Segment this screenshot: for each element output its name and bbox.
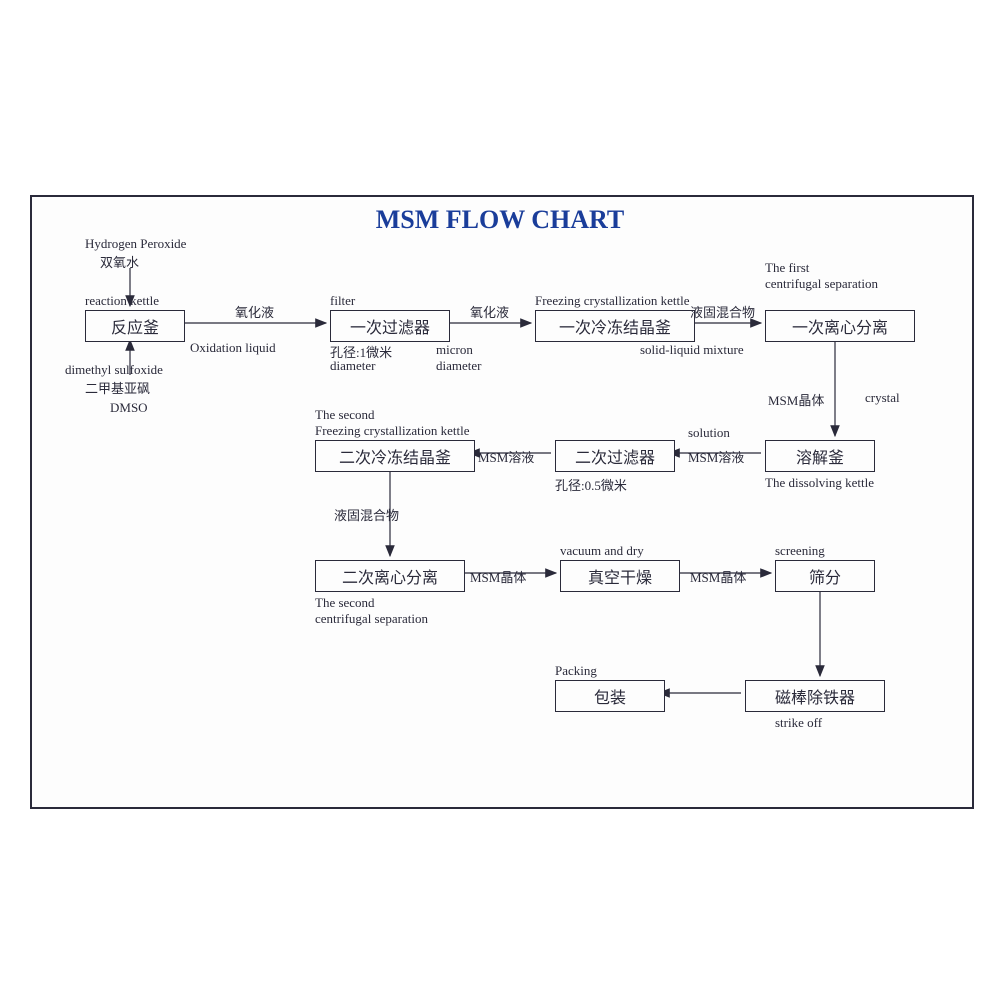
free-label: MSM晶体 [690, 567, 746, 586]
free-label: MSM晶体 [470, 567, 526, 586]
node-n1: 反应釜 [85, 310, 185, 342]
node-n2: 一次过滤器 [330, 310, 450, 342]
node-sublabel1: strike off [775, 715, 822, 731]
node-n11: 磁棒除铁器 [745, 680, 885, 712]
node-label-above: The first [765, 260, 809, 276]
free-label: DMSO [110, 400, 148, 416]
node-label-above: Freezing crystallization kettle [535, 293, 690, 309]
node-label-above: Packing [555, 663, 597, 679]
free-label: micron [436, 342, 473, 358]
node-n5: 溶解釜 [765, 440, 875, 472]
node-n10: 筛分 [775, 560, 875, 592]
node-label-above: The second [315, 407, 375, 423]
node-label-above: filter [330, 293, 355, 309]
free-label: Oxidation liquid [190, 340, 276, 356]
node-sublabel1: The second [315, 595, 375, 611]
node-n6: 二次过滤器 [555, 440, 675, 472]
node-n3: 一次冷冻结晶釜 [535, 310, 695, 342]
node-sublabel2: diameter [330, 358, 375, 374]
free-label: MSM溶液 [478, 447, 534, 466]
free-label: Hydrogen Peroxide [85, 236, 186, 252]
free-label: crystal [865, 390, 900, 406]
free-label: dimethyl sulfoxide [65, 362, 163, 378]
free-label: 液固混合物 [690, 302, 755, 321]
free-label: 液固混合物 [334, 505, 399, 524]
node-n12: 包装 [555, 680, 665, 712]
node-sublabel1: 孔径:0.5微米 [555, 475, 627, 494]
node-sublabel1: The dissolving kettle [765, 475, 874, 491]
node-label-above2: centrifugal separation [765, 276, 878, 292]
node-n4: 一次离心分离 [765, 310, 915, 342]
node-n7: 二次冷冻结晶釜 [315, 440, 475, 472]
node-label-above: reaction kettle [85, 293, 159, 309]
free-label: MSM晶体 [768, 390, 824, 409]
free-label: 二甲基亚砜 [85, 378, 150, 397]
free-label: MSM溶液 [688, 447, 744, 466]
node-label-above: vacuum and dry [560, 543, 644, 559]
free-label: 双氧水 [100, 252, 139, 271]
free-label: solid-liquid mixture [640, 342, 744, 358]
free-label: 氧化液 [470, 302, 509, 321]
free-label: diameter [436, 358, 481, 374]
chart-title: MSM FLOW CHART [0, 205, 1000, 235]
free-label: 氧化液 [235, 302, 274, 321]
free-label: solution [688, 425, 730, 441]
node-label-above2: Freezing crystallization kettle [315, 423, 470, 439]
node-sublabel2: centrifugal separation [315, 611, 428, 627]
node-label-above: screening [775, 543, 825, 559]
node-n9: 真空干燥 [560, 560, 680, 592]
node-n8: 二次离心分离 [315, 560, 465, 592]
